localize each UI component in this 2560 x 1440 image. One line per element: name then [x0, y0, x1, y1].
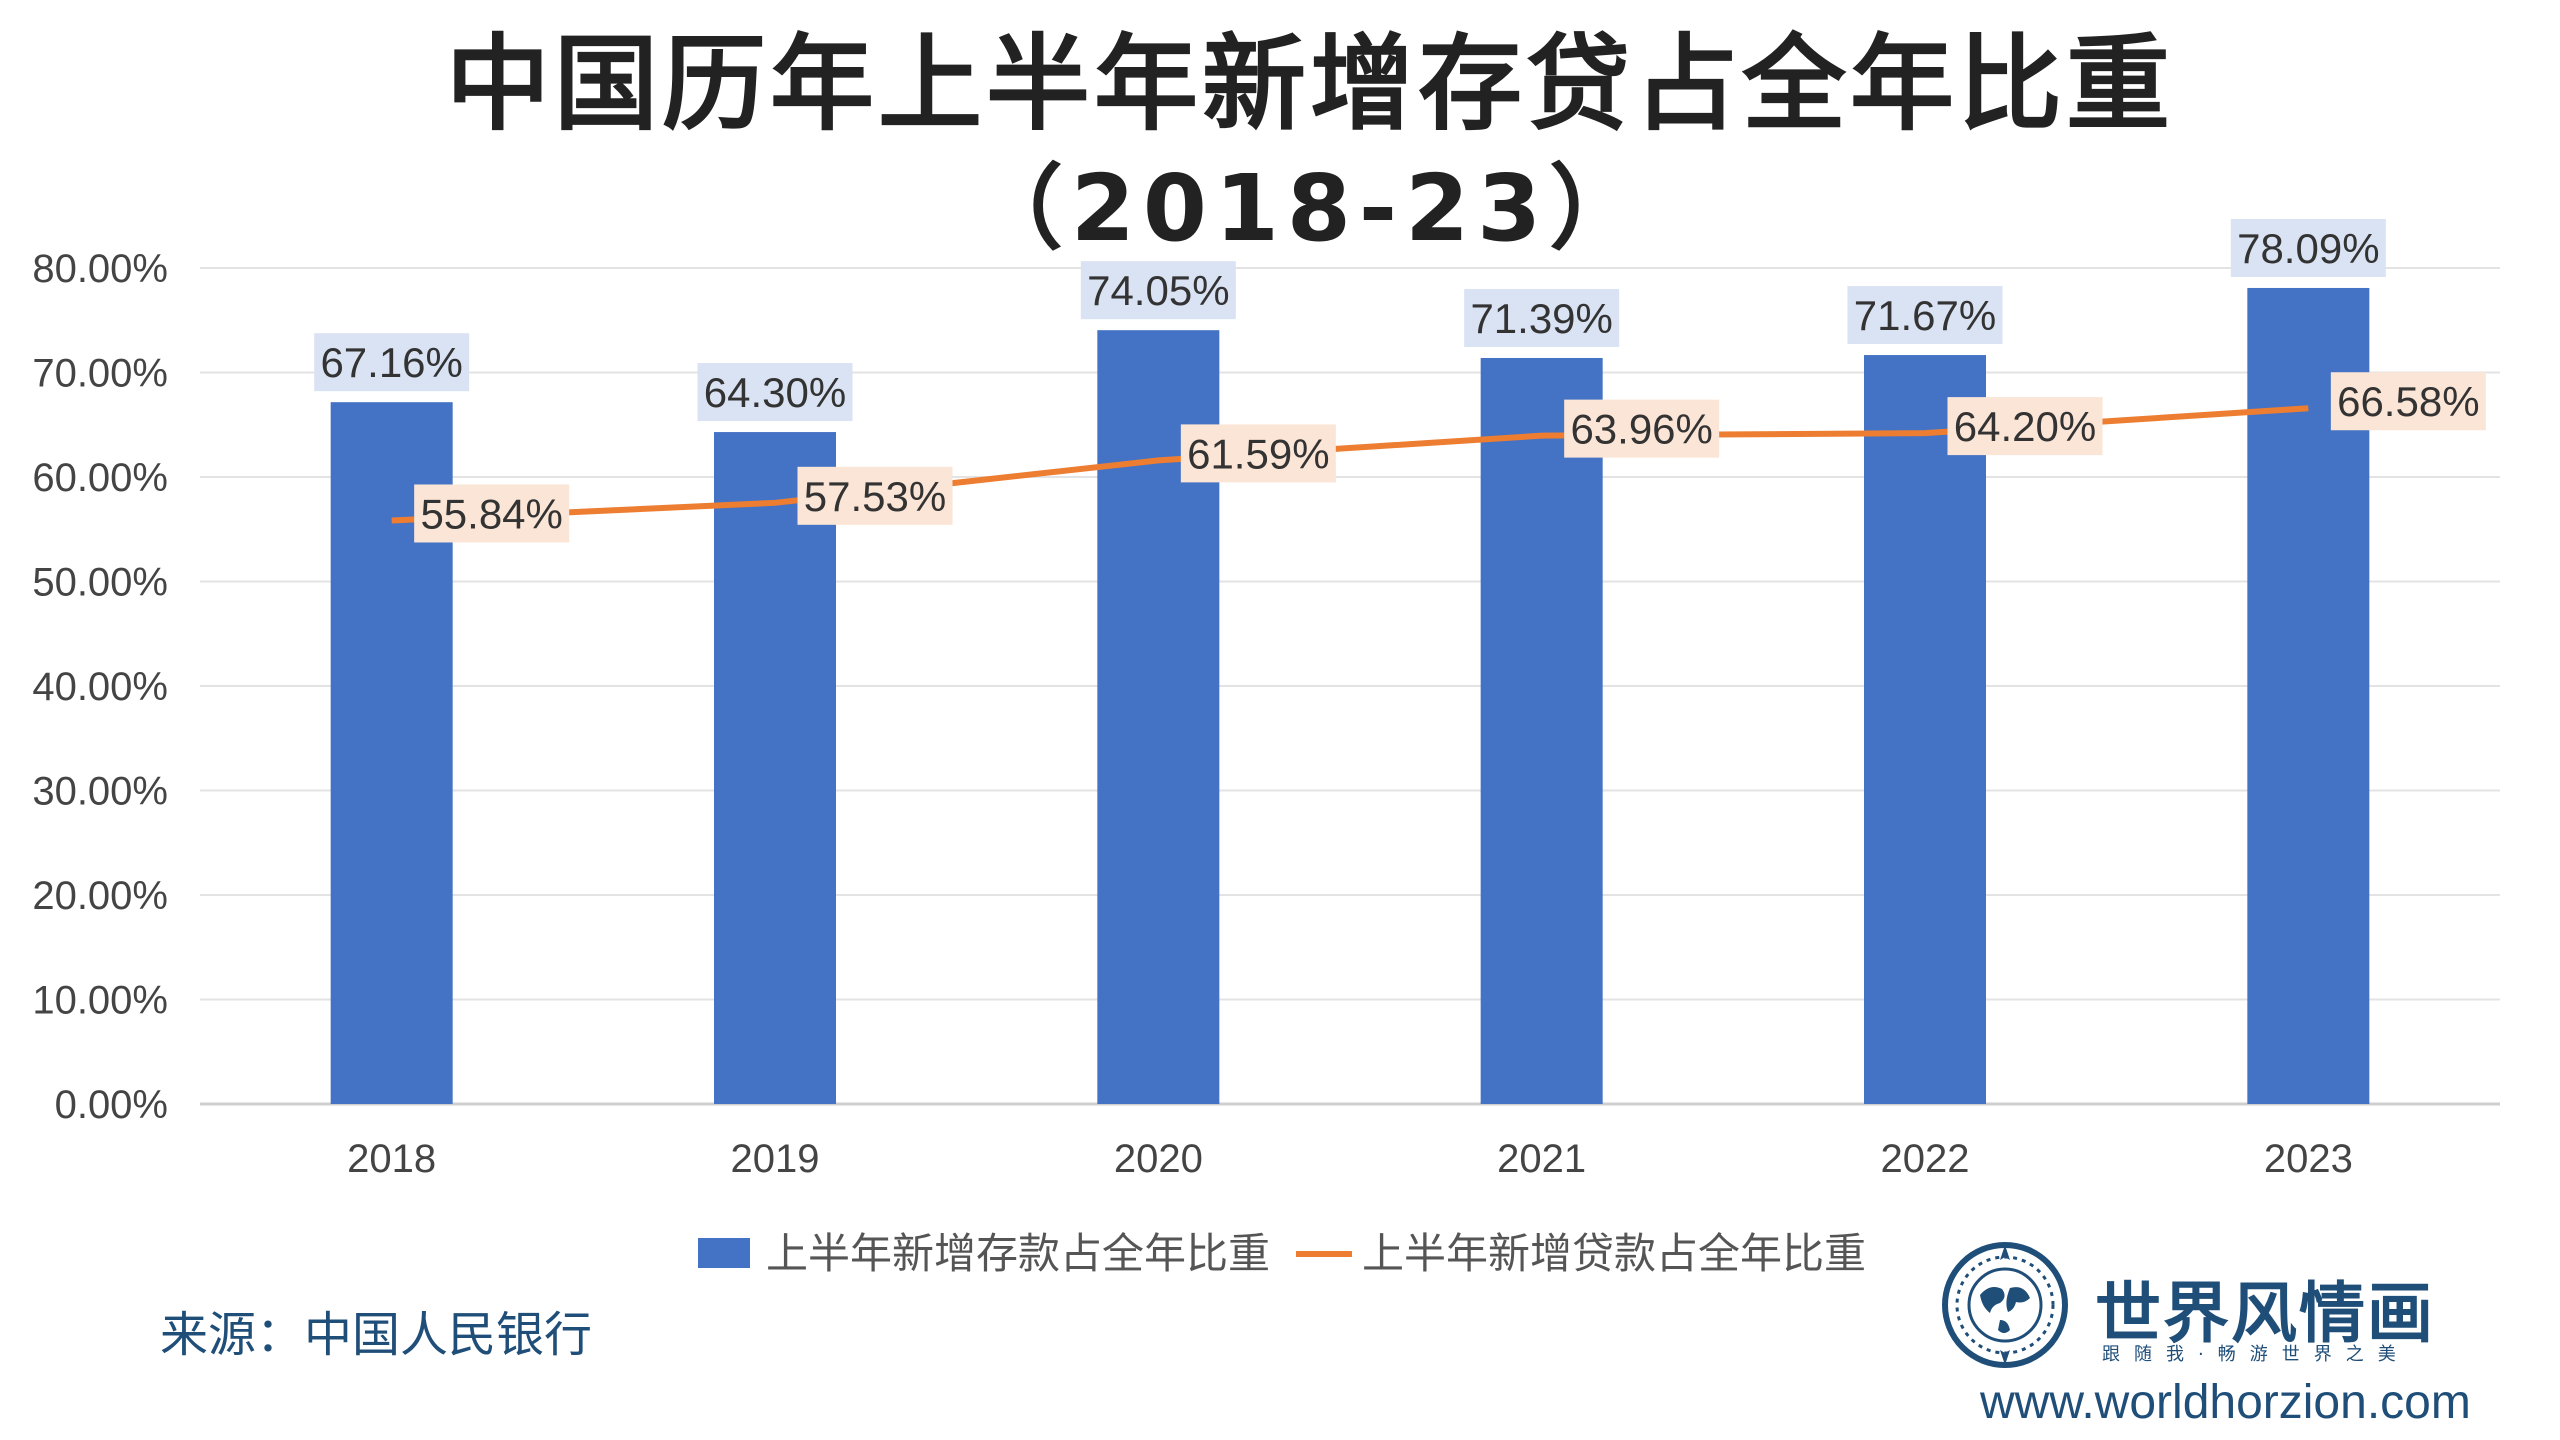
- data-label-box: [314, 333, 470, 392]
- y-tick-label: 30.00%: [32, 770, 168, 814]
- y-tick-label: 0.00%: [55, 1083, 168, 1127]
- data-label-box: [1464, 288, 1620, 347]
- data-label: 57.53%: [804, 473, 946, 520]
- data-label: 67.16%: [320, 339, 462, 386]
- chart-title: 中国历年上半年新增存贷占全年比重: [446, 23, 2174, 145]
- data-label: 74.05%: [1087, 267, 1229, 314]
- y-tick-label: 80.00%: [32, 247, 168, 291]
- legend-swatch-bar: [698, 1238, 750, 1268]
- y-tick-label: 10.00%: [32, 979, 168, 1023]
- globe-compass-icon: [1942, 1242, 2068, 1368]
- data-label-box: [414, 484, 570, 543]
- data-label-box: [1564, 399, 1720, 458]
- logo-name: 世界风情画: [2095, 1275, 2435, 1352]
- data-label-box: [2330, 372, 2486, 431]
- data-label: 66.58%: [2337, 378, 2479, 425]
- chart-subtitle: （2018-23）: [971, 155, 1649, 262]
- x-tick-label: 2022: [1881, 1137, 1970, 1181]
- y-tick-label: 70.00%: [32, 352, 168, 396]
- data-label: 61.59%: [1187, 430, 1329, 477]
- data-label: 71.67%: [1854, 292, 1996, 339]
- data-label: 55.84%: [420, 490, 562, 537]
- data-labels: 67.16% 64.30% 74.05% 71.39% 71.67% 78.09% 55.8…: [314, 218, 2486, 543]
- y-tick-label: 20.00%: [32, 874, 168, 918]
- source-note: 来源：中国人民银行: [160, 1307, 593, 1363]
- data-label-box: [797, 466, 953, 525]
- data-label-box: [697, 363, 853, 422]
- data-label-box: [1947, 397, 2103, 456]
- logo-slogan: 跟随我·畅游世界之美: [2102, 1344, 2410, 1365]
- legend-label: 上半年新增存款占全年比重: [766, 1229, 1270, 1278]
- x-tick-label: 2019: [731, 1137, 820, 1181]
- bar: [714, 432, 836, 1104]
- data-label: 64.30%: [704, 369, 846, 416]
- legend-label: 上半年新增贷款占全年比重: [1362, 1229, 1866, 1278]
- data-label: 63.96%: [1570, 406, 1712, 453]
- data-label-box: [1847, 286, 2003, 345]
- data-label: 78.09%: [2237, 225, 2379, 272]
- data-label-box: [2230, 218, 2386, 277]
- x-tick-label: 2018: [347, 1137, 436, 1181]
- y-tick-label: 40.00%: [32, 665, 168, 709]
- x-axis-ticks: 2018 2019 2020 2021 2022 2023: [347, 1137, 2353, 1181]
- bar: [1480, 357, 1603, 1104]
- data-label-box: [1080, 261, 1236, 320]
- logo-url: www.worldhorzion.com: [1980, 1376, 2471, 1429]
- x-tick-label: 2020: [1114, 1137, 1203, 1181]
- x-tick-label: 2023: [2264, 1137, 2353, 1181]
- gridlines: [200, 267, 2500, 1106]
- bar: [1864, 355, 1986, 1105]
- brand-logo: 世界风情画 跟随我·畅游世界之美 www.worldhorzion.com: [1940, 1240, 2500, 1440]
- y-tick-label: 50.00%: [32, 561, 168, 605]
- data-label: 71.39%: [1470, 295, 1612, 342]
- y-axis-ticks: 0.00% 10.00% 20.00% 30.00% 40.00% 50.00% 60.00…: [32, 247, 168, 1127]
- y-tick-label: 60.00%: [32, 456, 168, 500]
- data-label-box: [1180, 424, 1336, 483]
- data-label: 64.20%: [1954, 403, 2096, 450]
- x-tick-label: 2021: [1497, 1137, 1586, 1181]
- legend: 上半年新增存款占全年比重 上半年新增贷款占全年比重: [698, 1229, 1866, 1278]
